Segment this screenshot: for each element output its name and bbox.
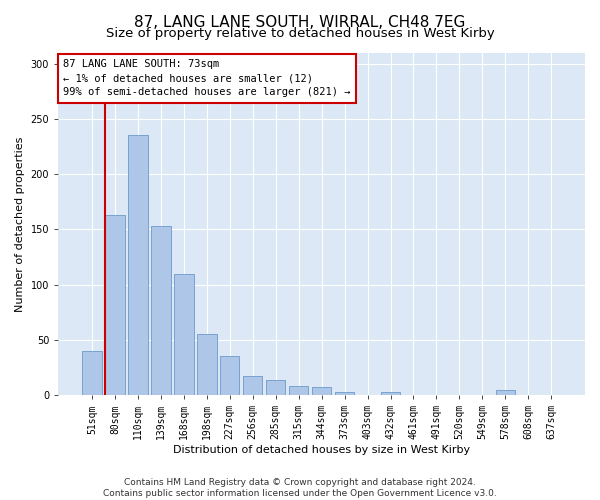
Bar: [381, 392, 400, 395]
Bar: [312, 388, 331, 395]
Bar: [243, 376, 262, 395]
Bar: [105, 215, 125, 395]
Bar: [82, 351, 101, 395]
Bar: [335, 392, 355, 395]
Bar: [151, 226, 170, 395]
Bar: [266, 380, 286, 395]
Bar: [197, 334, 217, 395]
X-axis label: Distribution of detached houses by size in West Kirby: Distribution of detached houses by size …: [173, 445, 470, 455]
Text: 87 LANG LANE SOUTH: 73sqm
← 1% of detached houses are smaller (12)
99% of semi-d: 87 LANG LANE SOUTH: 73sqm ← 1% of detach…: [64, 60, 351, 98]
Bar: [174, 274, 194, 395]
Bar: [128, 136, 148, 395]
Bar: [289, 386, 308, 395]
Bar: [220, 356, 239, 395]
Bar: [496, 390, 515, 395]
Y-axis label: Number of detached properties: Number of detached properties: [15, 136, 25, 312]
Text: Size of property relative to detached houses in West Kirby: Size of property relative to detached ho…: [106, 28, 494, 40]
Text: 87, LANG LANE SOUTH, WIRRAL, CH48 7EG: 87, LANG LANE SOUTH, WIRRAL, CH48 7EG: [134, 15, 466, 30]
Text: Contains HM Land Registry data © Crown copyright and database right 2024.
Contai: Contains HM Land Registry data © Crown c…: [103, 478, 497, 498]
